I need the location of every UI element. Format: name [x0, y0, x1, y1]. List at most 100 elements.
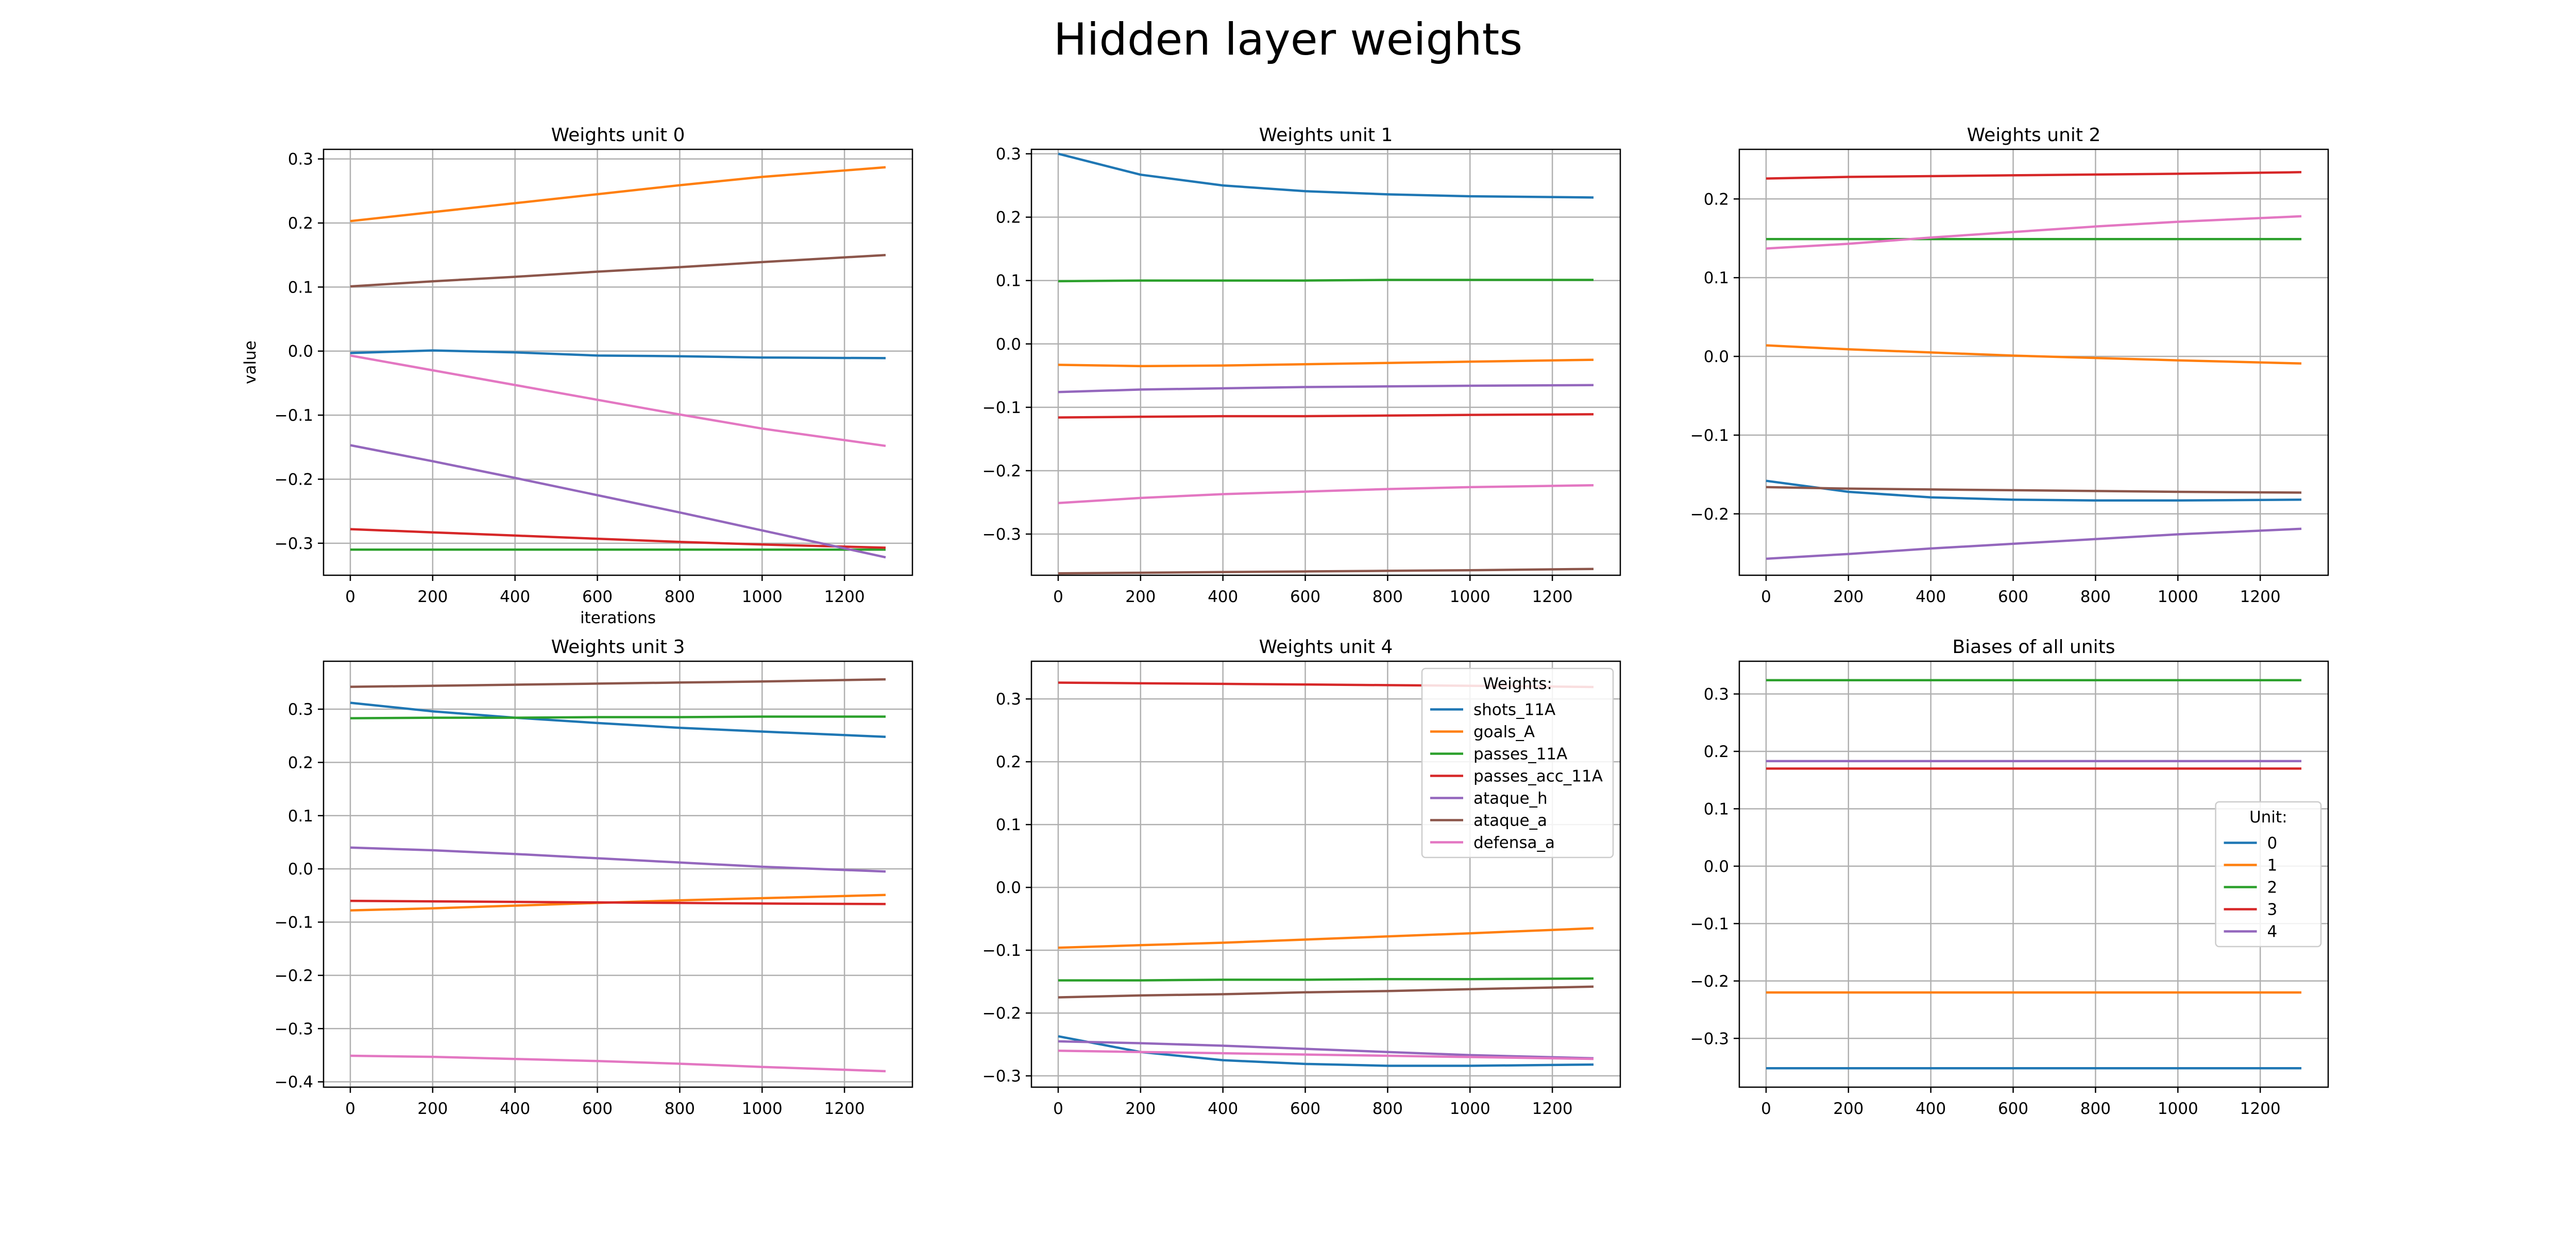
series-line-5	[1058, 985, 1594, 999]
series-line-6	[1766, 215, 2302, 250]
y-tick-label: −0.2	[275, 470, 313, 489]
x-tick-label: 200	[1125, 588, 1156, 606]
x-tick-label: 800	[1372, 588, 1403, 606]
series-line-0	[1766, 479, 2302, 502]
x-tick-label: 1000	[2158, 1100, 2198, 1118]
x-tick-label: 600	[1998, 588, 2028, 606]
series-line-4	[1058, 384, 1594, 393]
y-tick-label: −0.4	[275, 1073, 313, 1092]
axes-frame	[323, 148, 913, 576]
y-tick-label: 0.2	[996, 753, 1021, 771]
subplots: 0 200 400 600 800 1000 1200−0.3−0.2−0.10.00.10…	[241, 125, 2329, 1118]
x-tick-label: 1000	[2158, 588, 2198, 606]
series-line-1	[350, 166, 886, 222]
series-line-1	[1058, 927, 1594, 949]
y-tick-label: 0.2	[288, 214, 313, 233]
subplot-5: 0 200 400 600 800 1000 1200 −0.3 −0.2 −0.1 0.0 0.1 0…	[1690, 637, 2329, 1118]
y-tick-label: 0.2	[996, 209, 1021, 227]
y-tick-label: −0.1	[982, 941, 1021, 960]
x-tick-label: 0	[345, 588, 355, 606]
x-tick-label: 0	[345, 1100, 355, 1118]
x-axis-label: iterations	[580, 609, 656, 627]
x-tick-label: 0	[1761, 1100, 1771, 1118]
y-tick-label: 0.0	[1704, 348, 1729, 366]
y-tick-label: 0.0	[996, 879, 1021, 897]
x-tick-label: 600	[1290, 588, 1320, 606]
x-tick-label: 1200	[2240, 1100, 2281, 1118]
y-tick-label: 0.0	[288, 342, 313, 361]
y-tick-label: −0.1	[275, 914, 313, 932]
y-tick-label: −0.1	[1690, 915, 1729, 933]
series-line-5	[350, 678, 886, 688]
legend-entry: shots_11A	[1473, 701, 1555, 719]
y-tick-label: −0.1	[982, 399, 1021, 417]
subplot-title: Weights unit 1	[1259, 125, 1393, 146]
subplot-3: 0 200 400 600 800 1000 1200 −0.4 −0.3 −0.2 −0.1 0.0…	[275, 637, 913, 1118]
subplot-4: 0 200 400 600 800 1000 1200 −0.3 −0.2 −0.1 0.0 0.1 0…	[982, 637, 1621, 1118]
legend-title: Unit:	[2249, 808, 2287, 827]
subplot-1: 0 200 400 600 800 1000 1200 −0.3 −0.2 −0.1 0.0 0.1 0…	[982, 125, 1621, 606]
x-tick-label: 800	[2080, 588, 2111, 606]
series-line-0	[1058, 152, 1594, 199]
x-tick-label: 200	[417, 1100, 448, 1118]
y-tick-label: −0.2	[982, 462, 1021, 480]
x-tick-label: 600	[1998, 1100, 2028, 1118]
legend-entry: 4	[2267, 923, 2278, 941]
x-tick-label: 1000	[1450, 588, 1490, 606]
y-tick-label: 0.0	[288, 860, 313, 879]
y-tick-label: 0.0	[1704, 857, 1729, 876]
legend-entry: goals_A	[1473, 723, 1535, 742]
x-tick-label: 600	[582, 1100, 613, 1118]
series-line-3	[1058, 413, 1594, 419]
y-tick-label: 0.2	[1704, 743, 1729, 761]
series-line-5	[350, 253, 886, 288]
series-line-3	[350, 528, 886, 549]
x-tick-label: 600	[1290, 1100, 1320, 1118]
legend-box	[1421, 667, 1614, 859]
y-tick-label: 0.3	[288, 150, 313, 169]
legend-entry: ataque_h	[1473, 789, 1548, 808]
x-tick-label: 400	[1208, 588, 1238, 606]
y-tick-label: 0.1	[1704, 269, 1729, 287]
y-tick-label: −0.1	[275, 406, 313, 425]
series-line-6	[1058, 1050, 1594, 1060]
legend-entry: 2	[2267, 879, 2278, 897]
y-tick-label: −0.2	[982, 1004, 1021, 1023]
y-axis-label: value	[241, 340, 260, 384]
y-tick-label: −0.3	[1690, 1029, 1729, 1048]
y-tick-label: 0.1	[288, 278, 313, 297]
x-tick-label: 400	[500, 1100, 530, 1118]
series-line-5	[1058, 568, 1594, 575]
x-tick-label: 200	[417, 588, 448, 606]
x-tick-label: 200	[1833, 1100, 1863, 1118]
legend-entry: passes_11A	[1473, 745, 1567, 764]
series-line-3	[1766, 171, 2302, 180]
y-tick-label: 0.1	[996, 272, 1021, 290]
x-tick-label: 400	[500, 588, 530, 606]
subplot-title: Weights unit 0	[551, 125, 685, 146]
y-tick-label: 0.2	[1704, 190, 1729, 209]
legend-entry: ataque_a	[1473, 812, 1547, 830]
series-line-4	[350, 846, 886, 873]
y-tick-label: 0.3	[996, 690, 1021, 709]
y-tick-label: 0.1	[996, 816, 1021, 834]
y-tick-label: 0.0	[996, 335, 1021, 354]
series-line-1	[1058, 358, 1594, 368]
y-tick-label: −0.2	[1690, 972, 1729, 991]
x-tick-label: 1200	[2240, 588, 2281, 606]
legend: Weights: shots_11A goals_A passes_11Apasses…	[1421, 667, 1614, 859]
x-tick-label: 1200	[824, 588, 865, 606]
y-tick-label: 0.2	[288, 753, 313, 772]
axes-frame	[1030, 148, 1621, 576]
y-tick-label: 0.3	[288, 700, 313, 719]
axes-frame	[1030, 660, 1621, 1088]
figure-title: Hidden layer weights	[1054, 14, 1522, 65]
subplot-0: 0 200 400 600 800 1000 1200 −0.3 −0.2 −0.1 0.0 0.1 0…	[241, 125, 913, 627]
subplot-title: Biases of all units	[1952, 637, 2115, 658]
x-tick-label: 200	[1833, 588, 1863, 606]
x-tick-label: 1200	[1532, 588, 1573, 606]
y-tick-label: 0.3	[1704, 685, 1729, 704]
x-tick-label: 200	[1125, 1100, 1156, 1118]
x-tick-label: 800	[665, 1100, 695, 1118]
legend-entry: passes_acc_11A	[1473, 767, 1603, 786]
